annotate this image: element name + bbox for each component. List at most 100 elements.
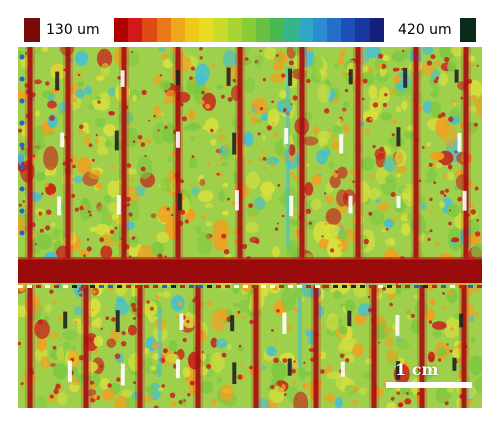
texture-spot <box>368 188 382 200</box>
texture-spot <box>197 190 214 203</box>
texture-spot <box>343 101 350 108</box>
texture-speckle <box>337 151 340 155</box>
texture-spot <box>448 164 453 170</box>
finger-line <box>355 47 361 259</box>
texture-spot <box>35 110 40 118</box>
texture-spot <box>209 352 225 373</box>
texture-spot <box>469 355 482 376</box>
texture-spot <box>153 108 163 119</box>
texture-spot <box>135 184 146 197</box>
texture-speckle <box>49 115 55 121</box>
texture-speckle <box>37 319 44 325</box>
texture-speckle <box>121 331 126 336</box>
texture-spot <box>178 300 183 307</box>
texture-speckle <box>206 162 211 167</box>
texture-spot <box>444 326 460 339</box>
texture-spot <box>75 50 89 66</box>
texture-speckle <box>116 242 122 248</box>
texture-speckle <box>126 163 132 168</box>
texture-spot <box>96 135 107 149</box>
texture-spot <box>103 124 117 137</box>
texture-spot <box>96 48 113 69</box>
texture-spot <box>344 384 357 396</box>
texture-speckle <box>44 182 49 188</box>
texture-spot <box>380 112 392 121</box>
texture-speckle <box>475 313 479 317</box>
texture-speckle <box>385 227 389 231</box>
texture-spot <box>36 336 47 352</box>
texture-speckle <box>88 337 94 342</box>
texture-speckle <box>221 94 225 99</box>
texture-speckle <box>215 164 219 167</box>
texture-spot <box>470 336 476 343</box>
legend-color-cell <box>355 18 370 42</box>
texture-spot <box>71 376 80 386</box>
finger-line-halo <box>25 47 35 259</box>
texture-speckle <box>378 341 380 344</box>
texture-speckle <box>95 171 100 176</box>
texture-speckle <box>188 297 191 300</box>
texture-spot <box>56 348 65 361</box>
texture-speckle <box>162 99 168 105</box>
texture-spot <box>432 321 447 330</box>
texture-speckle <box>183 399 186 402</box>
texture-speckle <box>384 93 388 97</box>
texture-spot <box>114 395 129 408</box>
texture-speckle <box>166 207 170 211</box>
texture-spot <box>362 371 374 380</box>
texture-spot <box>437 347 447 357</box>
texture-speckle <box>302 384 308 389</box>
texture-speckle <box>292 306 297 311</box>
texture-speckle <box>428 356 435 362</box>
legend-color-cell <box>185 18 200 42</box>
texture-speckle <box>171 401 177 407</box>
texture-speckle <box>372 102 379 108</box>
texture-spot <box>216 172 221 176</box>
texture-spot <box>130 177 135 181</box>
texture-spot <box>160 178 174 192</box>
texture-speckle <box>93 349 99 354</box>
texture-speckle <box>184 219 189 224</box>
texture-spot <box>44 171 51 176</box>
texture-spot <box>401 223 410 236</box>
texture-speckle <box>344 88 349 93</box>
busbar-dot <box>252 285 257 288</box>
texture-speckle <box>368 211 373 216</box>
texture-speckle <box>440 190 445 195</box>
texture-speckle <box>438 125 441 128</box>
texture-spot <box>210 138 217 146</box>
texture-spot <box>166 155 173 163</box>
texture-speckle <box>442 129 447 134</box>
legend-color-cell <box>156 18 171 42</box>
texture-speckle <box>206 364 212 369</box>
texture-speckle <box>457 196 463 202</box>
texture-spot <box>435 162 443 169</box>
texture-spot <box>360 156 375 171</box>
texture-speckle <box>263 166 267 171</box>
white-mark <box>67 360 72 383</box>
texture-speckle <box>162 348 168 354</box>
texture-speckle <box>447 290 454 296</box>
texture-spot <box>290 219 299 227</box>
finger-line <box>27 47 33 259</box>
edge-dot <box>19 98 25 104</box>
busbar-dot <box>90 285 95 288</box>
texture-speckle <box>99 237 105 243</box>
texture-speckle <box>23 253 27 256</box>
texture-spot <box>382 285 398 295</box>
texture-spot <box>50 193 56 199</box>
texture-spot <box>75 88 85 99</box>
legend-color-cell <box>199 18 214 42</box>
texture-speckle <box>182 338 187 343</box>
texture-spot <box>325 208 342 226</box>
texture-speckle <box>307 328 311 332</box>
texture-spot <box>233 302 240 308</box>
texture-speckle <box>471 94 478 101</box>
white-mark <box>120 363 125 386</box>
black-mark <box>459 313 464 328</box>
texture-speckle <box>281 73 286 78</box>
texture-spot <box>352 399 358 406</box>
white-mark <box>57 196 62 216</box>
finger-line <box>299 47 305 259</box>
texture-speckle <box>249 319 254 325</box>
